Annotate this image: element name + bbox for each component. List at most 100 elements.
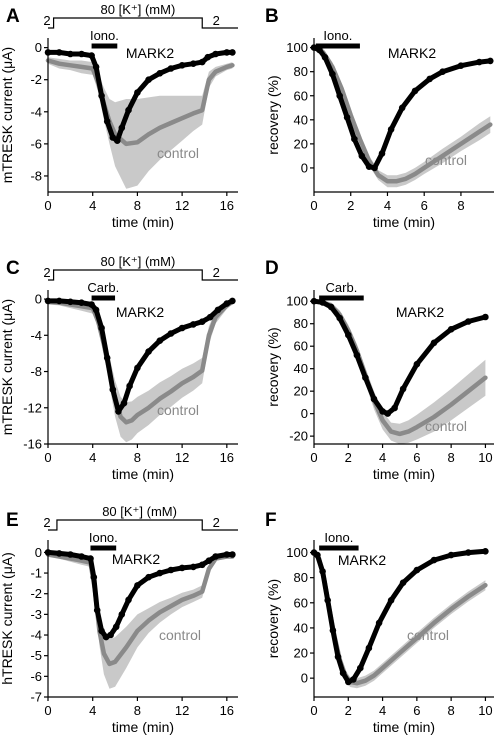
mark2-point <box>198 561 206 569</box>
mark2-point <box>319 299 326 306</box>
y-tick-label: 40 <box>294 361 308 376</box>
panel-letter: B <box>265 6 279 27</box>
mark2-point <box>90 573 98 581</box>
mark2-point <box>190 563 197 571</box>
mark2-point <box>156 70 164 77</box>
control-line <box>45 299 235 425</box>
x-tick-label: 4 <box>379 450 386 465</box>
mark2-point <box>358 152 366 160</box>
mark2-point <box>167 330 175 337</box>
y-axis-title: mTRESK current (μA) <box>0 47 15 183</box>
k-protocol-bracket <box>48 269 238 281</box>
mark2-point <box>78 50 85 58</box>
x-tick-label: 10 <box>478 703 492 718</box>
y-tick-label: -3 <box>30 607 42 622</box>
mark2-point <box>465 318 472 325</box>
mark2-point <box>371 164 378 172</box>
x-tick-label: 16 <box>220 703 234 718</box>
mark2-point <box>134 89 141 96</box>
mark2-label: MARK2 <box>338 552 386 568</box>
mark2-label: MARK2 <box>388 45 436 61</box>
mark2-point <box>357 664 364 672</box>
mark2-point <box>399 385 407 393</box>
mark2-point <box>98 324 105 332</box>
mark2-point <box>125 106 132 114</box>
mark2-point <box>413 566 421 574</box>
mark2-point <box>178 324 186 332</box>
mark2-point <box>205 557 213 564</box>
mark2-point <box>223 300 231 307</box>
x-axis-title: time (min) <box>112 719 174 735</box>
panel-letter: C <box>6 258 20 279</box>
drug-application-bar <box>319 295 364 301</box>
panel-e: E 0 4 8 12 16 0 -1 -2 -3 -4 -5 -6 -7 time (min) hTRESK … <box>0 504 238 735</box>
mark2-point <box>350 676 357 683</box>
x-tick-label: 4 <box>379 703 386 718</box>
control-error-band <box>48 552 233 689</box>
mark2-point <box>98 92 105 100</box>
x-tick-label: 6 <box>413 450 420 465</box>
mark2-point <box>319 568 326 575</box>
y-tick-label: -20 <box>289 429 308 444</box>
mark2-point <box>190 60 197 67</box>
mark2-point <box>118 124 126 132</box>
mark2-point <box>67 551 74 558</box>
mark2-label: MARK2 <box>116 304 164 320</box>
mark2-point <box>345 331 352 339</box>
mark2-point <box>314 551 321 559</box>
k-left-label: 2 <box>43 13 50 28</box>
mark2-point <box>167 566 175 574</box>
y-tick-label: -12 <box>23 400 42 415</box>
mark2-point <box>120 399 128 407</box>
mark2-point <box>115 408 122 415</box>
mark2-point <box>334 653 342 661</box>
drug-application-bar <box>319 545 359 551</box>
mark2-label: MARK2 <box>126 45 174 61</box>
mark2-point <box>351 135 358 143</box>
x-tick-label: 12 <box>175 450 189 465</box>
mark2-point <box>487 57 494 65</box>
drug-label: Iono. <box>89 530 118 545</box>
drug-label: Iono. <box>323 28 352 43</box>
mark2-point <box>375 619 383 627</box>
mark2-point <box>476 58 483 66</box>
mark2-point <box>336 92 344 100</box>
mark2-point <box>126 382 133 390</box>
mark2-point <box>204 53 212 61</box>
y-tick-label: 80 <box>294 570 308 585</box>
panel-f: F 0 2 4 6 8 10 100 80 60 40 20 0 time (min) recovery (… <box>265 510 494 735</box>
x-tick-label: 8 <box>457 198 464 213</box>
mark2-point <box>118 611 126 618</box>
mark2-point <box>327 303 335 311</box>
y-tick-label: 0 <box>301 671 308 686</box>
mark2-point <box>67 50 74 58</box>
control-line <box>45 58 235 147</box>
mark2-point <box>439 68 446 75</box>
x-tick-label: 0 <box>310 450 317 465</box>
mark2-point <box>457 62 465 69</box>
x-tick-label: 0 <box>310 198 317 213</box>
y-tick-label: -4 <box>30 628 42 643</box>
y-tick-label: 80 <box>294 316 308 331</box>
y-tick-label: 20 <box>294 136 308 151</box>
mark2-point <box>78 299 85 307</box>
mark2-point <box>324 597 332 604</box>
x-tick-label: 8 <box>448 450 455 465</box>
mark2-point <box>329 70 336 78</box>
x-tick-label: 16 <box>220 198 234 213</box>
x-tick-label: 8 <box>448 703 455 718</box>
mark2-point <box>87 555 94 562</box>
mark2-point <box>229 551 236 558</box>
y-tick-label: -4 <box>30 328 42 343</box>
y-tick-label: 100 <box>286 40 308 55</box>
mark2-point <box>78 553 85 560</box>
k-protocol-bracket <box>48 17 238 29</box>
control-line <box>45 552 235 667</box>
y-tick-label: 0 <box>35 292 42 307</box>
x-tick-label: 6 <box>413 703 420 718</box>
mark2-point <box>387 597 395 604</box>
control-label: control <box>407 627 449 643</box>
mark2-point <box>167 65 175 72</box>
mark2-point <box>109 386 117 393</box>
